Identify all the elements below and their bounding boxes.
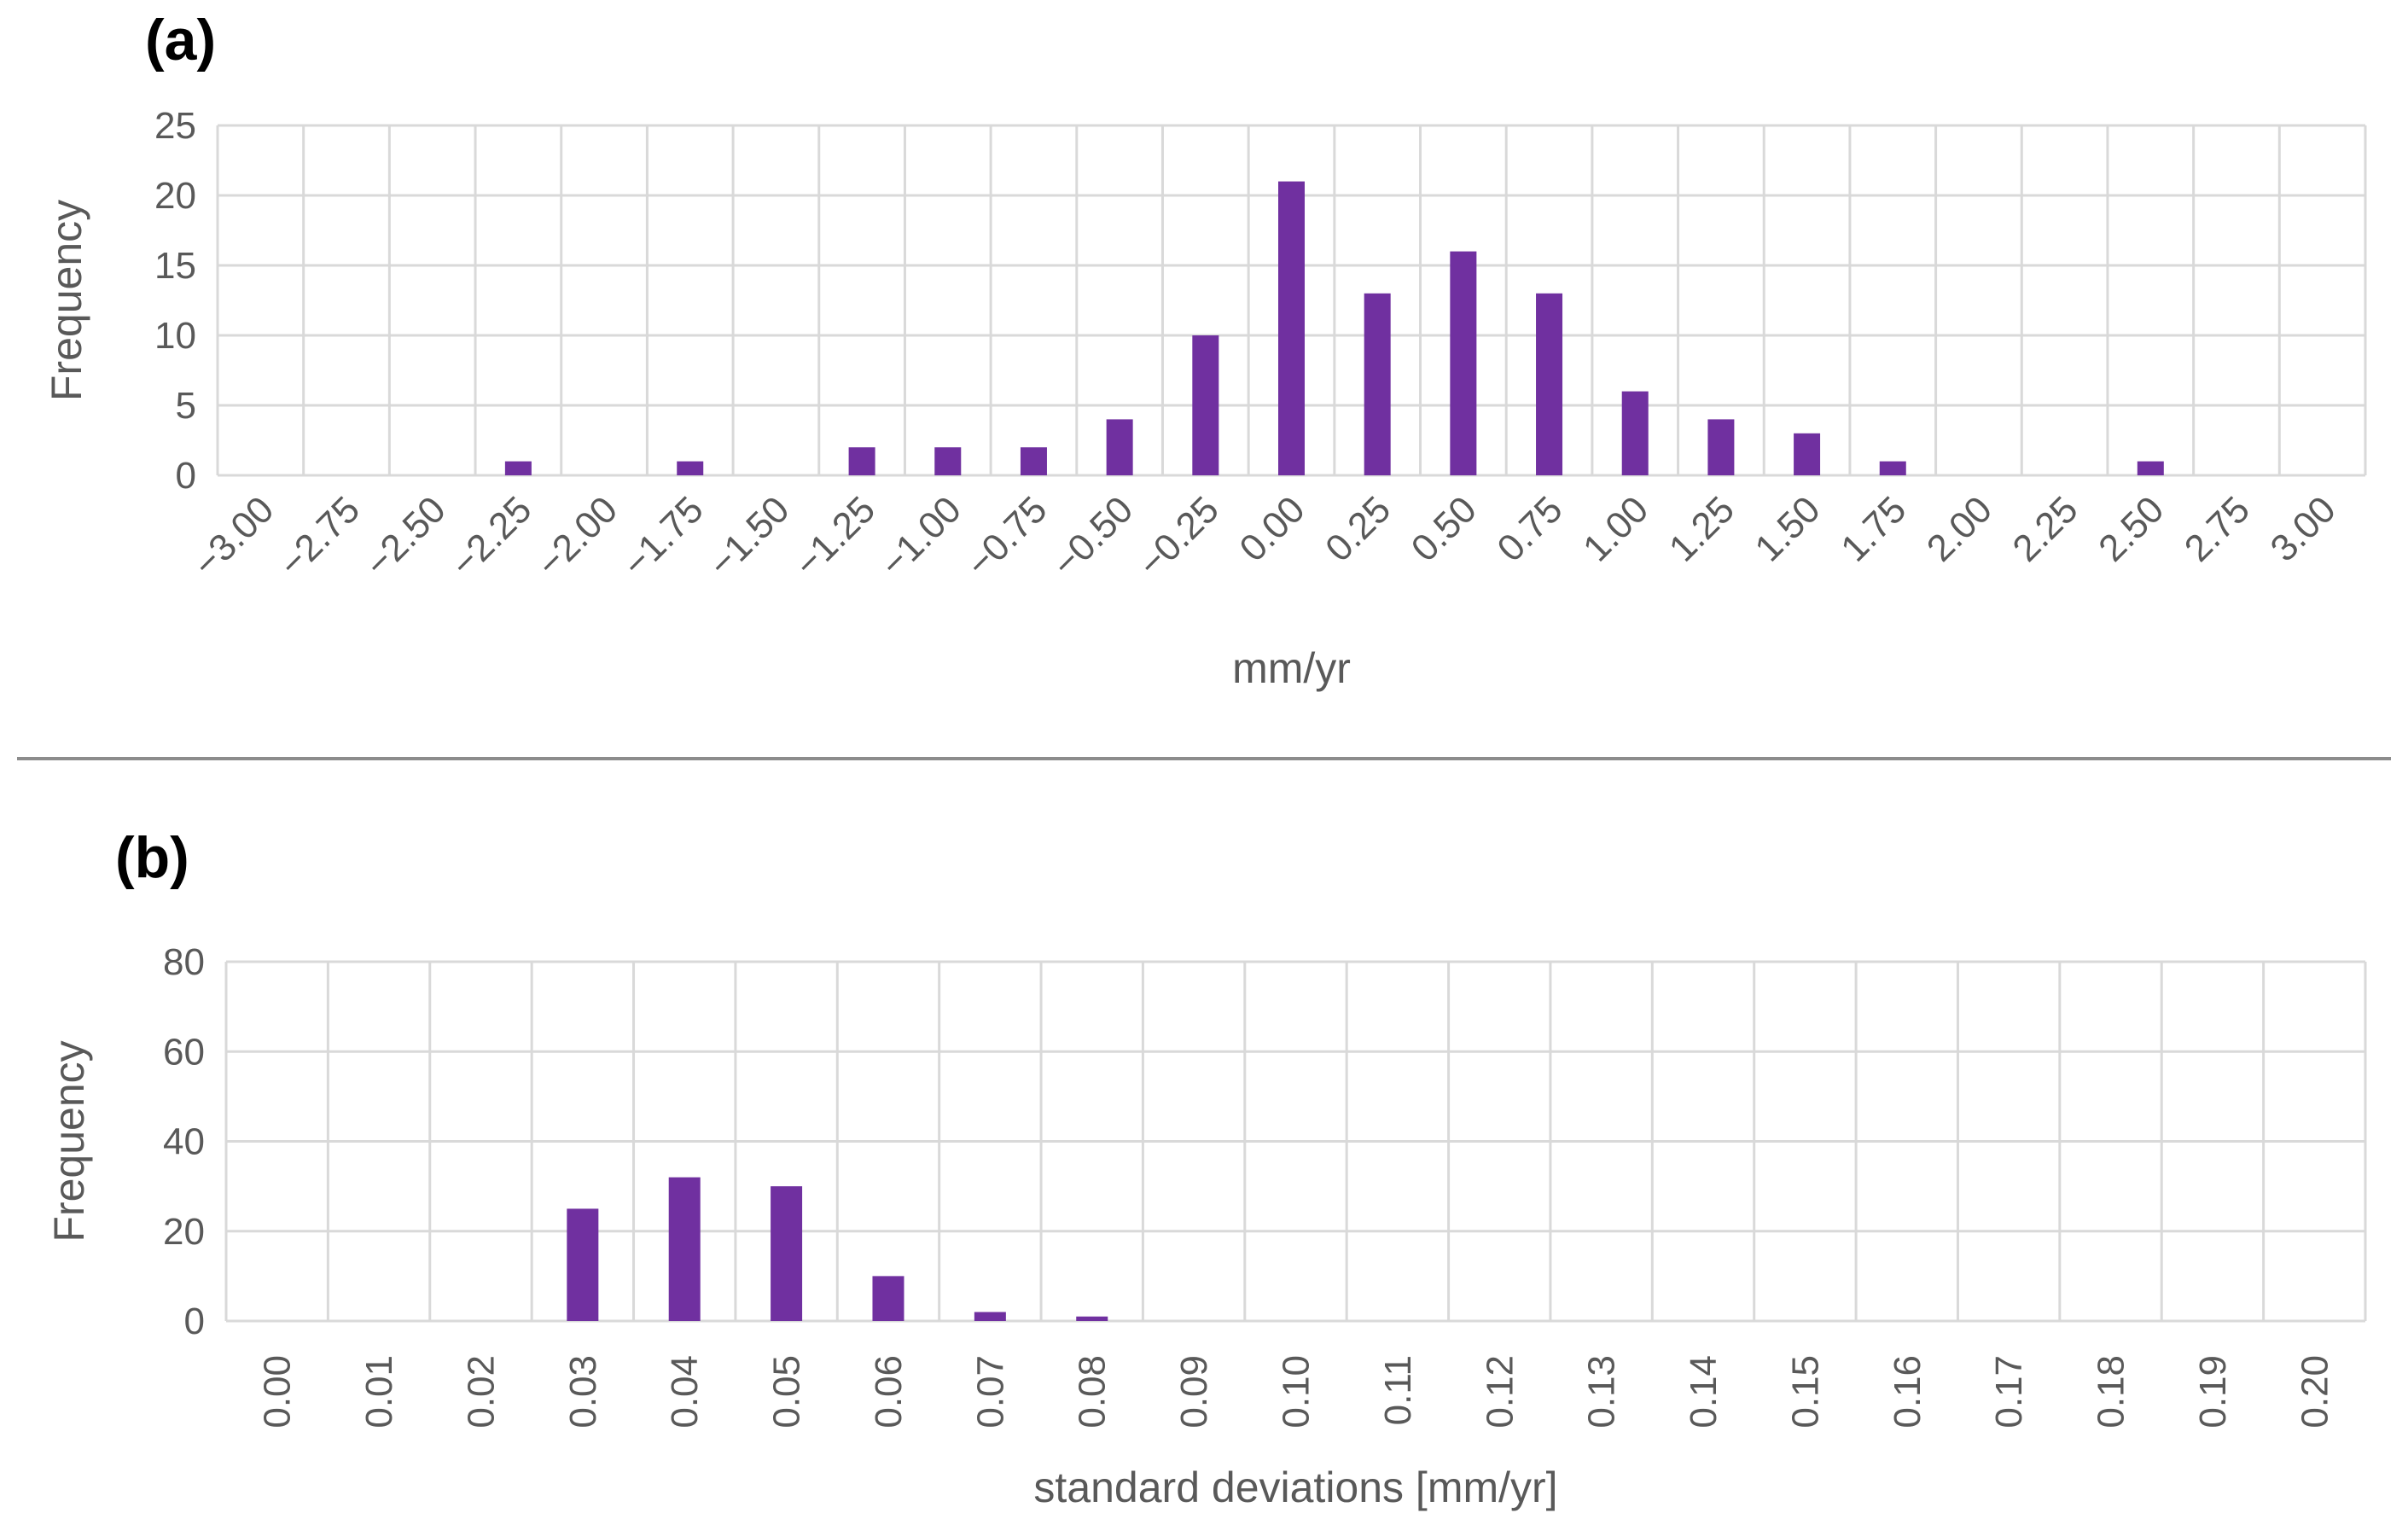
x-tick-label: −2.25 (443, 488, 539, 585)
x-tick-label: 0.15 (1784, 1355, 1826, 1429)
bar (1621, 391, 1649, 475)
bar (1076, 1316, 1108, 1321)
bar (668, 1177, 701, 1321)
bar (2137, 461, 2164, 475)
x-tick-label: −1.00 (872, 488, 968, 585)
bar (504, 461, 532, 475)
bar (567, 1208, 599, 1321)
x-tick-label: 0.10 (1276, 1355, 1317, 1429)
bar (1536, 293, 1563, 475)
x-tick-label: −1.75 (614, 488, 711, 585)
x-axis-title: mm/yr (1232, 644, 1351, 692)
y-tick-label: 5 (176, 385, 196, 427)
chart-b: (b) 0 20 40 60 80 0.00 0.01 0.02 0.03 0.04 0.05 0.06… (45, 825, 2367, 1511)
x-tick-label: 0.09 (1173, 1355, 1215, 1429)
x-tick-label: 0.16 (1887, 1355, 1928, 1429)
x-tick-label: 0.25 (1317, 488, 1399, 569)
x-tick-label: 1.00 (1575, 488, 1656, 569)
x-tick-label: 0.07 (969, 1355, 1011, 1429)
bar (1020, 447, 1047, 475)
x-tick-label: 0.13 (1581, 1355, 1623, 1429)
y-tick-label: 0 (184, 1301, 205, 1342)
x-tick-label: 0.12 (1479, 1355, 1521, 1429)
bar (1707, 419, 1735, 475)
x-tick-label: 0.05 (766, 1355, 808, 1429)
x-tick-label: 0.50 (1404, 488, 1485, 569)
bar (771, 1186, 803, 1321)
bar (1794, 433, 1821, 475)
x-tick-label: −1.25 (787, 488, 883, 585)
x-tick-label: 1.25 (1661, 488, 1742, 569)
x-tick-label: 0.20 (2294, 1355, 2335, 1429)
bar (1278, 181, 1305, 475)
x-tick-label: 0.03 (562, 1355, 604, 1429)
x-tick-label: −1.50 (701, 488, 797, 585)
y-tick-label: 0 (176, 455, 196, 497)
x-tick-label: −2.50 (357, 488, 453, 585)
y-tick-label: 25 (154, 105, 196, 147)
bar (1450, 251, 1477, 475)
y-axis-title: Frequency (43, 200, 90, 401)
x-tick-label: 0.11 (1377, 1355, 1419, 1425)
x-tick-label: 3.00 (2263, 488, 2344, 569)
x-tick-label: −0.75 (958, 488, 1055, 585)
x-tick-label: 0.06 (868, 1355, 910, 1429)
x-tick-label: −2.00 (529, 488, 625, 585)
y-axis-title: Frequency (45, 1040, 93, 1242)
panel-label: (b) (115, 825, 189, 890)
x-tick-label: −0.25 (1131, 488, 1227, 585)
x-tick-label: 0.08 (1072, 1355, 1114, 1429)
x-tick-label: 0.75 (1489, 488, 1570, 569)
x-tick-label: −3.00 (185, 488, 282, 585)
x-tick-label: 0.18 (2091, 1355, 2132, 1429)
x-tick-label: −2.75 (271, 488, 368, 585)
x-tick-label: 1.50 (1747, 488, 1828, 569)
x-tick-label: 1.75 (1833, 488, 1914, 569)
x-tick-label: 0.14 (1683, 1355, 1725, 1429)
bar (677, 461, 704, 475)
x-tick-label: 0.17 (1988, 1355, 2030, 1429)
y-tick-label: 10 (154, 315, 196, 357)
bar (1106, 419, 1133, 475)
panel-label: (a) (145, 8, 216, 73)
chart-a: (a)0510152025−3.00−2.75−2.50−2.25−2.00−1… (43, 8, 2367, 692)
x-tick-label: 0.04 (664, 1355, 706, 1429)
x-tick-label: 0.00 (257, 1355, 299, 1429)
x-tick-label: 0.01 (358, 1355, 400, 1429)
bar (934, 447, 962, 475)
y-tick-label: 80 (163, 941, 205, 983)
x-tick-label: 2.00 (1919, 488, 2000, 569)
x-tick-label: −0.50 (1044, 488, 1141, 585)
bar (872, 1276, 904, 1321)
y-tick-label: 40 (163, 1121, 205, 1163)
x-tick-label: 0.00 (1231, 488, 1312, 569)
y-tick-label: 15 (154, 245, 196, 287)
y-tick-label: 20 (163, 1211, 205, 1253)
bar (974, 1312, 1006, 1321)
x-tick-label: 0.19 (2192, 1355, 2234, 1429)
x-tick-label: 2.75 (2177, 488, 2258, 569)
x-axis-title: standard deviations [mm/yr] (1033, 1464, 1557, 1511)
x-tick-label: 2.50 (2091, 488, 2172, 569)
y-tick-label: 60 (163, 1031, 205, 1073)
y-tick-label: 20 (154, 175, 196, 217)
bar (1364, 293, 1391, 475)
x-tick-label: 2.25 (2004, 488, 2085, 569)
bar (1879, 461, 1906, 475)
bar (848, 447, 875, 475)
x-tick-label: 0.02 (460, 1355, 502, 1429)
bar (1192, 335, 1219, 475)
